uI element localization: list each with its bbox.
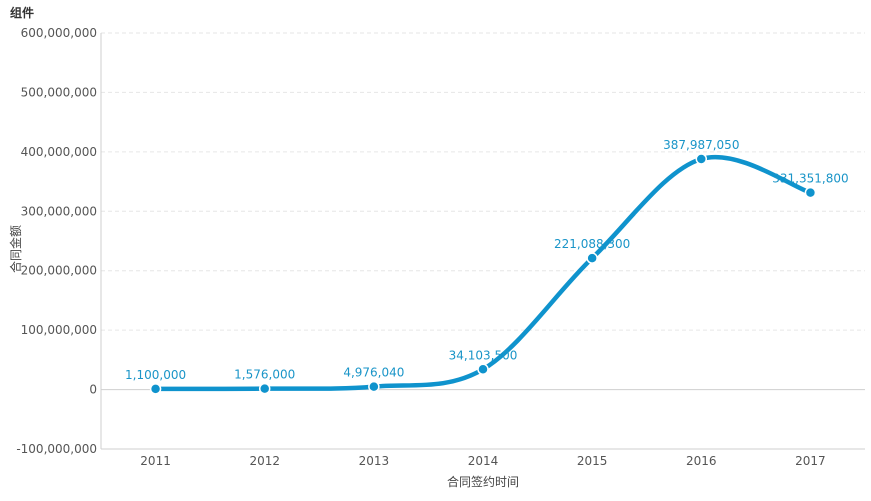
data-point[interactable] [258,382,271,395]
y-tick-label: 600,000,000 [21,26,97,40]
x-tick-label: 2014 [468,454,499,468]
chart-title: 组件 [10,6,35,20]
x-axis-label: 合同签约时间 [447,474,519,489]
y-tick-label: 400,000,000 [21,145,97,159]
data-point[interactable] [477,363,489,376]
data-point[interactable] [149,383,162,395]
x-tick-label: 2016 [686,454,717,468]
axes [100,33,865,450]
y-tick-label: 300,000,000 [21,204,97,218]
x-tick-label: 2012 [249,454,280,468]
y-axis-label: 合同金额 [8,225,23,273]
x-tick-label: 2013 [359,454,390,468]
y-axis-ticks: 600,000,000 500,000,000 400,000,000 300,000… [16,26,97,456]
y-tick-label: -100,000,000 [16,442,97,456]
data-point[interactable] [586,252,598,264]
data-label: 34,103,500 [449,348,518,362]
data-label: 4,976,040 [343,366,404,380]
data-point[interactable] [368,380,380,393]
x-tick-label: 2015 [577,454,608,468]
data-points [149,153,817,395]
x-axis-ticks: 2011 2012 2013 2014 2015 2016 2017 [140,454,825,468]
x-tick-label: 2011 [140,454,171,468]
data-labels: 1,100,000 1,576,000 4,976,040 34,103,500 221… [125,138,849,382]
y-tick-label: 100,000,000 [21,323,97,337]
data-label: 1,576,000 [234,368,295,382]
y-tick-label: 500,000,000 [21,85,97,99]
y-tick-label: 0 [89,383,97,397]
data-point[interactable] [695,153,708,165]
data-label: 1,100,000 [125,368,186,382]
gridlines [101,32,865,450]
data-label: 387,987,050 [663,138,739,152]
y-tick-label: 200,000,000 [21,264,97,278]
data-label: 331,351,800 [772,172,848,186]
data-point[interactable] [804,186,817,199]
x-tick-label: 2017 [795,454,826,468]
data-label: 221,088,300 [554,237,630,251]
